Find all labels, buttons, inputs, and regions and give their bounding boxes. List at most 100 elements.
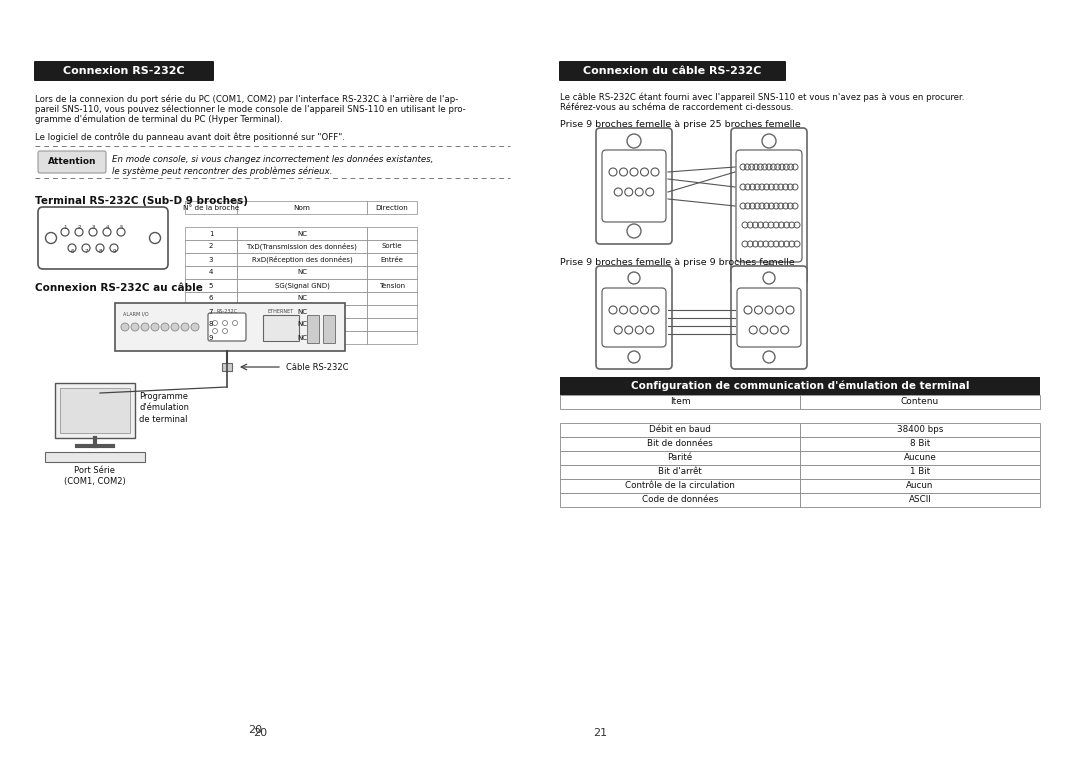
- Bar: [237, 227, 367, 240]
- Text: RxD(Réception des données): RxD(Réception des données): [252, 256, 352, 263]
- Circle shape: [121, 323, 129, 331]
- Bar: [367, 318, 417, 331]
- Text: Bit d'arrêt: Bit d'arrêt: [658, 468, 702, 477]
- Bar: [561, 493, 800, 507]
- Bar: [800, 395, 1040, 409]
- Text: Contenu: Contenu: [901, 398, 940, 407]
- Circle shape: [141, 323, 149, 331]
- Bar: [264, 315, 299, 341]
- Text: Câble RS-232C: Câble RS-232C: [286, 362, 349, 372]
- Text: Prise 9 broches femelle à prise 9 broches femelle: Prise 9 broches femelle à prise 9 broche…: [561, 258, 795, 267]
- Circle shape: [161, 323, 168, 331]
- Bar: [185, 331, 237, 344]
- Circle shape: [181, 323, 189, 331]
- Circle shape: [171, 323, 179, 331]
- Bar: [237, 318, 367, 331]
- FancyBboxPatch shape: [38, 207, 168, 269]
- Text: 2: 2: [208, 243, 213, 250]
- Text: Terminal RS-232C (Sub-D 9 broches): Terminal RS-232C (Sub-D 9 broches): [35, 196, 248, 206]
- Text: 5: 5: [208, 282, 213, 288]
- Bar: [60, 388, 130, 433]
- Text: 9: 9: [208, 334, 213, 340]
- Bar: [185, 201, 237, 214]
- Bar: [561, 479, 800, 493]
- Bar: [237, 331, 367, 344]
- Text: 8: 8: [208, 321, 213, 327]
- Text: 2: 2: [78, 225, 81, 230]
- Bar: [561, 377, 1040, 395]
- FancyBboxPatch shape: [596, 128, 672, 244]
- Bar: [185, 305, 237, 318]
- Text: 4: 4: [105, 225, 109, 230]
- FancyBboxPatch shape: [602, 150, 666, 222]
- Bar: [800, 437, 1040, 451]
- Text: N° de la broche: N° de la broche: [183, 204, 239, 211]
- Text: Programme
d'émulation
de terminal: Programme d'émulation de terminal: [139, 391, 189, 424]
- FancyBboxPatch shape: [731, 266, 807, 369]
- FancyBboxPatch shape: [735, 150, 802, 262]
- Text: Connexion RS-232C au câble: Connexion RS-232C au câble: [35, 283, 203, 293]
- FancyBboxPatch shape: [602, 288, 666, 347]
- Bar: [367, 201, 417, 214]
- Bar: [185, 318, 237, 331]
- Bar: [185, 266, 237, 279]
- Text: le système peut rencontrer des problèmes sérieux.: le système peut rencontrer des problèmes…: [112, 166, 333, 175]
- Bar: [323, 315, 335, 343]
- Text: Attention: Attention: [48, 157, 96, 166]
- Circle shape: [151, 323, 159, 331]
- Text: Bit de données: Bit de données: [647, 439, 713, 449]
- Text: ETHERNET: ETHERNET: [268, 309, 294, 314]
- Text: pareil SNS-110, vous pouvez sélectionner le mode console de l'appareil SNS-110 e: pareil SNS-110, vous pouvez sélectionner…: [35, 104, 465, 114]
- Text: 6: 6: [70, 249, 73, 254]
- Text: NC: NC: [297, 308, 307, 314]
- Text: Nom: Nom: [294, 204, 310, 211]
- FancyBboxPatch shape: [737, 288, 801, 347]
- Text: Aucun: Aucun: [906, 481, 934, 491]
- Text: Parité: Parité: [667, 453, 692, 462]
- Text: 3: 3: [208, 256, 213, 262]
- Bar: [45, 452, 145, 462]
- Bar: [367, 253, 417, 266]
- FancyBboxPatch shape: [596, 266, 672, 369]
- Text: Connexion RS-232C: Connexion RS-232C: [64, 66, 185, 76]
- Text: 21: 21: [593, 728, 607, 738]
- Text: 38400 bps: 38400 bps: [896, 426, 943, 434]
- Bar: [561, 423, 800, 437]
- Text: NC: NC: [297, 321, 307, 327]
- Bar: [237, 279, 367, 292]
- Text: 1: 1: [64, 225, 67, 230]
- Text: Tension: Tension: [379, 282, 405, 288]
- Text: 9: 9: [112, 249, 116, 254]
- Text: 20: 20: [248, 725, 262, 735]
- Text: NC: NC: [297, 295, 307, 301]
- Bar: [367, 266, 417, 279]
- Text: Aucune: Aucune: [904, 453, 936, 462]
- Bar: [114, 303, 345, 351]
- Bar: [237, 253, 367, 266]
- Text: Débit en baud: Débit en baud: [649, 426, 711, 434]
- Bar: [185, 253, 237, 266]
- Bar: [561, 395, 800, 409]
- Text: 1: 1: [208, 230, 213, 237]
- Text: NC: NC: [297, 334, 307, 340]
- Bar: [55, 383, 135, 438]
- Text: 7: 7: [208, 308, 213, 314]
- Bar: [800, 423, 1040, 437]
- Text: ALARM I/O: ALARM I/O: [123, 311, 149, 316]
- Bar: [800, 479, 1040, 493]
- Text: Le logiciel de contrôle du panneau avant doit être positionné sur "OFF".: Le logiciel de contrôle du panneau avant…: [35, 132, 345, 141]
- Text: Configuration de communication d'émulation de terminal: Configuration de communication d'émulati…: [631, 381, 969, 391]
- FancyBboxPatch shape: [559, 61, 786, 81]
- FancyBboxPatch shape: [731, 128, 807, 284]
- Bar: [367, 240, 417, 253]
- Text: 7: 7: [84, 249, 87, 254]
- Bar: [185, 227, 237, 240]
- Text: 20: 20: [253, 728, 267, 738]
- Text: 6: 6: [208, 295, 213, 301]
- Text: Code de données: Code de données: [642, 495, 718, 504]
- Bar: [222, 363, 232, 371]
- Bar: [367, 227, 417, 240]
- Bar: [367, 292, 417, 305]
- Text: Item: Item: [670, 398, 690, 407]
- Text: Direction: Direction: [376, 204, 408, 211]
